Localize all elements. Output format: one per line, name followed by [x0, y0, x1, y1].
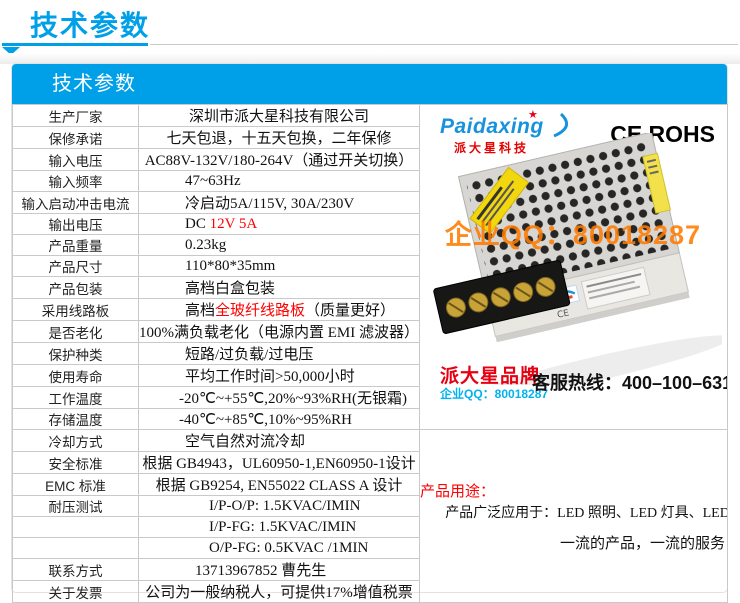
spec-row: 耐压测试 I/P-O/P: 1.5KVAC/IMIN — [12, 495, 728, 517]
spec-label-cell: 联系方式 — [12, 558, 139, 581]
spec-panel: 技术参数 生产厂家 深圳市派大星科技有限公司 Paidaxing ★ 派大星科技… — [11, 63, 728, 603]
spec-value-cell: 高档白盒包装 — [138, 276, 420, 299]
spec-value-cell: 空气自然对流冷却 — [138, 429, 420, 452]
spec-value-cell: 深圳市派大星科技有限公司 — [138, 104, 420, 127]
header-divider-band — [0, 53, 740, 64]
spec-label-cell: 关于发票 — [12, 580, 139, 603]
spec-row: 输入电压 AC88V-132V/180-264V（通过开关切换） — [12, 148, 728, 171]
spec-value-cell: DC 12V 5A — [138, 213, 420, 235]
spec-value-cell: O/P-FG: 0.5KVAC /1MIN — [138, 537, 420, 559]
title-arrow-icon — [2, 47, 20, 55]
spec-value-cell: AC88V-132V/180-264V（通过开关切换） — [138, 148, 420, 171]
spec-label-cell: 输出电压 — [12, 213, 139, 235]
spec-label-cell: 产品包装 — [12, 276, 139, 299]
spec-row: 产品尺寸 110*80*35mm — [12, 255, 728, 277]
spec-row: 存储温度 -40℃~+85℃,10%~95%RH — [12, 408, 728, 430]
panel-header-bar: 技术参数 — [12, 64, 727, 104]
spec-label-cell: 采用线路板 — [12, 298, 139, 321]
spec-value-cell: 公司为一般纳税人，可提供17%增值税票 — [138, 580, 420, 603]
spec-value-cell: 根据 GB4943，UL60950-1,EN60950-1设计 — [138, 451, 420, 474]
spec-value-cell: I/P-FG: 1.5KVAC/IMIN — [138, 516, 420, 538]
value-highlight: 全玻纤线路板 — [215, 303, 306, 319]
spec-row: 是否老化 100%满负载老化（电源内置 EMI 滤波器） — [12, 320, 728, 343]
spec-row: 保护种类 短路/过负载/过电压 — [12, 342, 728, 365]
spec-label-cell: EMC 标准 — [12, 473, 139, 496]
spec-value-cell: 13713967852 曹先生 — [138, 558, 420, 581]
slogan-text: 一流的产品，一流的服务 — [559, 536, 725, 552]
spec-label-cell: 存储温度 — [12, 408, 139, 430]
spec-row: 保修承诺 七天包退，十五天包换，二年保修 — [12, 126, 728, 149]
spec-label-cell: 生产厂家 — [12, 104, 139, 127]
value-prefix: 高档 — [185, 303, 216, 319]
value-highlight: 12V 5A — [209, 215, 258, 232]
spec-value-cell: 47~63Hz — [138, 170, 420, 192]
spec-label-cell — [12, 516, 139, 538]
paidaxing-logo-subtext: 派大星科技 — [454, 141, 530, 155]
spec-row: 采用线路板 高档全玻纤线路板（质量更好） — [12, 298, 728, 321]
spec-row: 关于发票 公司为一般纳税人，可提供17%增值税票 — [12, 580, 728, 603]
spec-value-cell: 100%满负载老化（电源内置 EMI 滤波器） — [138, 320, 420, 343]
spec-value-cell: 0.23kg — [138, 234, 420, 256]
spec-value-cell: 短路/过负载/过电压 — [138, 342, 420, 365]
spec-row: 使用寿命 平均工作时间>50,000小时 — [12, 364, 728, 387]
spec-value-cell: -40℃~+85℃,10%~95%RH — [138, 408, 420, 430]
spec-label-cell — [12, 537, 139, 559]
spec-label-cell: 冷却方式 — [12, 429, 139, 452]
spec-label-cell: 产品尺寸 — [12, 255, 139, 277]
spec-row: 输入频率 47~63Hz — [12, 170, 728, 192]
product-image: CE — [433, 133, 722, 385]
spec-label-cell: 是否老化 — [12, 320, 139, 343]
spec-row: 输出电压 DC 12V 5A — [12, 213, 728, 235]
spec-value-cell: I/P-O/P: 1.5KVAC/IMIN — [138, 495, 420, 517]
spec-label-cell: 输入频率 — [12, 170, 139, 192]
spec-row: 生产厂家 深圳市派大星科技有限公司 Paidaxing ★ 派大星科技 CE R… — [12, 104, 728, 430]
spec-row: O/P-FG: 0.5KVAC /1MIN — [12, 537, 728, 559]
spec-row: 产品重量 0.23kg — [12, 234, 728, 256]
paidaxing-logo: Paidaxing ★ 派大星科技 — [440, 109, 569, 156]
section-title: 技术参数 — [30, 10, 151, 41]
product-media-cell: Paidaxing ★ 派大星科技 CE ROHS — [419, 104, 728, 430]
spec-row: 联系方式 13713967852 曹先生 — [12, 558, 728, 581]
spec-table: 生产厂家 深圳市派大星科技有限公司 Paidaxing ★ 派大星科技 CE R… — [12, 104, 728, 603]
spec-label-cell: 保护种类 — [12, 342, 139, 365]
product-usage-cell: 产品用途： 产品广泛应用于：LED 照明、LED 灯具、LED 系列、安防监控、… — [419, 429, 728, 603]
spec-value-cell: 七天包退，十五天包换，二年保修 — [138, 126, 420, 149]
spec-row: 输入启动冲击电流 冷启动5A/115V, 30A/230V — [12, 191, 728, 214]
title-underline-gray — [150, 44, 738, 45]
spec-label-cell: 安全标准 — [12, 451, 139, 474]
spec-label-cell: 输入电压 — [12, 148, 139, 171]
spec-value-cell: 平均工作时间>50,000小时 — [138, 364, 420, 387]
svg-text:CE: CE — [556, 308, 570, 321]
usage-body: 产品广泛应用于：LED 照明、LED 灯具、LED 系列、安防监控、半导体制冷制… — [445, 506, 728, 521]
spec-row: I/P-FG: 1.5KVAC/IMIN — [12, 516, 728, 538]
service-hotline: 客服热线：400–100–6316 — [532, 373, 728, 393]
watermark-text: 企业QQ：80018287 — [444, 220, 702, 250]
logo-star-icon: ★ — [528, 109, 538, 121]
value-prefix: DC — [185, 215, 210, 232]
title-underline-blue — [2, 43, 148, 46]
spec-label-cell: 耐压测试 — [12, 495, 139, 517]
spec-row: 冷却方式 空气自然对流冷却 产品用途： 产品广泛应用于：LED 照明、LED 灯… — [12, 429, 728, 603]
spec-value-cell: 高档全玻纤线路板（质量更好） — [138, 298, 420, 321]
brand-name-text: 派大星品牌 — [440, 366, 541, 387]
spec-value-cell: 冷启动5A/115V, 30A/230V — [138, 191, 420, 214]
spec-label-cell: 产品重量 — [12, 234, 139, 256]
brand-qq-text: 企业QQ：80018287 — [440, 387, 549, 401]
usage-title: 产品用途： — [420, 484, 496, 500]
spec-label-cell: 保修承诺 — [12, 126, 139, 149]
logo-swoosh-icon — [553, 112, 569, 138]
spec-value-cell: 110*80*35mm — [138, 255, 420, 277]
spec-row: 安全标准 根据 GB4943，UL60950-1,EN60950-1设计 — [12, 451, 728, 474]
spec-label-cell: 使用寿命 — [12, 364, 139, 387]
spec-label-cell: 工作温度 — [12, 386, 139, 409]
spec-row: 产品包装 高档白盒包装 — [12, 276, 728, 299]
value-suffix: （质量更好） — [305, 303, 396, 319]
spec-label-cell: 输入启动冲击电流 — [12, 191, 139, 214]
paidaxing-logo-text: Paidaxing — [440, 115, 544, 138]
spec-value-cell: 根据 GB9254, EN55022 CLASS A 设计 — [138, 473, 420, 496]
spec-value-cell: -20℃~+55℃,20%~93%RH(无银霜) — [138, 386, 420, 409]
